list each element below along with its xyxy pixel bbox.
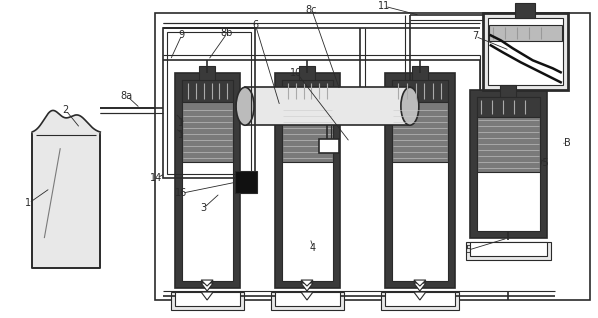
Bar bbox=[182, 80, 233, 281]
Bar bbox=[515, 3, 535, 18]
Bar bbox=[299, 66, 315, 80]
Text: 16: 16 bbox=[175, 188, 187, 198]
Text: 1: 1 bbox=[25, 198, 32, 208]
Polygon shape bbox=[301, 292, 313, 300]
Text: 2: 2 bbox=[62, 105, 69, 115]
Bar bbox=[500, 85, 515, 97]
Bar bbox=[477, 97, 540, 117]
Bar bbox=[155, 13, 590, 300]
Bar bbox=[477, 97, 540, 231]
Bar bbox=[466, 242, 551, 260]
Bar bbox=[392, 102, 448, 162]
Text: 13: 13 bbox=[178, 130, 190, 140]
Text: 3: 3 bbox=[200, 203, 206, 213]
Text: 14: 14 bbox=[150, 173, 163, 183]
Polygon shape bbox=[414, 292, 426, 300]
Text: 705: 705 bbox=[530, 158, 548, 168]
Bar bbox=[489, 25, 562, 41]
Bar bbox=[470, 90, 547, 238]
Bar bbox=[275, 292, 340, 306]
Bar bbox=[470, 242, 547, 256]
Bar bbox=[175, 73, 240, 288]
Bar bbox=[271, 292, 344, 310]
Text: 8b: 8b bbox=[220, 28, 233, 38]
Ellipse shape bbox=[236, 87, 254, 125]
Bar bbox=[182, 102, 233, 162]
Bar bbox=[381, 292, 459, 310]
Text: 9: 9 bbox=[178, 30, 184, 40]
Bar bbox=[385, 292, 455, 306]
Text: 7: 7 bbox=[472, 31, 478, 41]
Bar bbox=[483, 13, 568, 90]
Bar bbox=[282, 102, 333, 162]
Bar bbox=[477, 117, 540, 172]
Text: 8c: 8c bbox=[305, 5, 316, 15]
Bar bbox=[282, 80, 333, 102]
Polygon shape bbox=[201, 280, 213, 286]
Text: 8a: 8a bbox=[120, 91, 132, 101]
Bar bbox=[488, 18, 563, 85]
Ellipse shape bbox=[401, 87, 419, 125]
Bar bbox=[392, 80, 448, 102]
Polygon shape bbox=[301, 280, 313, 286]
Bar bbox=[32, 133, 100, 268]
Bar bbox=[412, 66, 428, 80]
Bar bbox=[199, 66, 215, 80]
Text: 5: 5 bbox=[465, 245, 471, 255]
Text: B: B bbox=[564, 138, 570, 148]
Polygon shape bbox=[201, 283, 213, 291]
Bar bbox=[171, 292, 244, 310]
Bar bbox=[245, 87, 410, 125]
Polygon shape bbox=[301, 283, 313, 291]
Bar bbox=[282, 80, 333, 281]
Polygon shape bbox=[201, 292, 213, 300]
Text: 15: 15 bbox=[178, 118, 191, 128]
Bar bbox=[275, 73, 340, 288]
Text: 11: 11 bbox=[378, 1, 390, 11]
Bar bbox=[385, 73, 455, 288]
Bar bbox=[167, 32, 251, 174]
Polygon shape bbox=[414, 283, 426, 291]
Bar bbox=[175, 292, 240, 306]
Bar bbox=[163, 28, 255, 178]
Text: 10: 10 bbox=[290, 68, 302, 78]
Bar bbox=[392, 80, 448, 281]
Bar bbox=[235, 171, 257, 193]
Text: 6: 6 bbox=[252, 20, 258, 30]
Bar bbox=[319, 139, 339, 153]
Bar bbox=[182, 80, 233, 102]
Text: 4: 4 bbox=[310, 243, 316, 253]
Polygon shape bbox=[414, 280, 426, 286]
